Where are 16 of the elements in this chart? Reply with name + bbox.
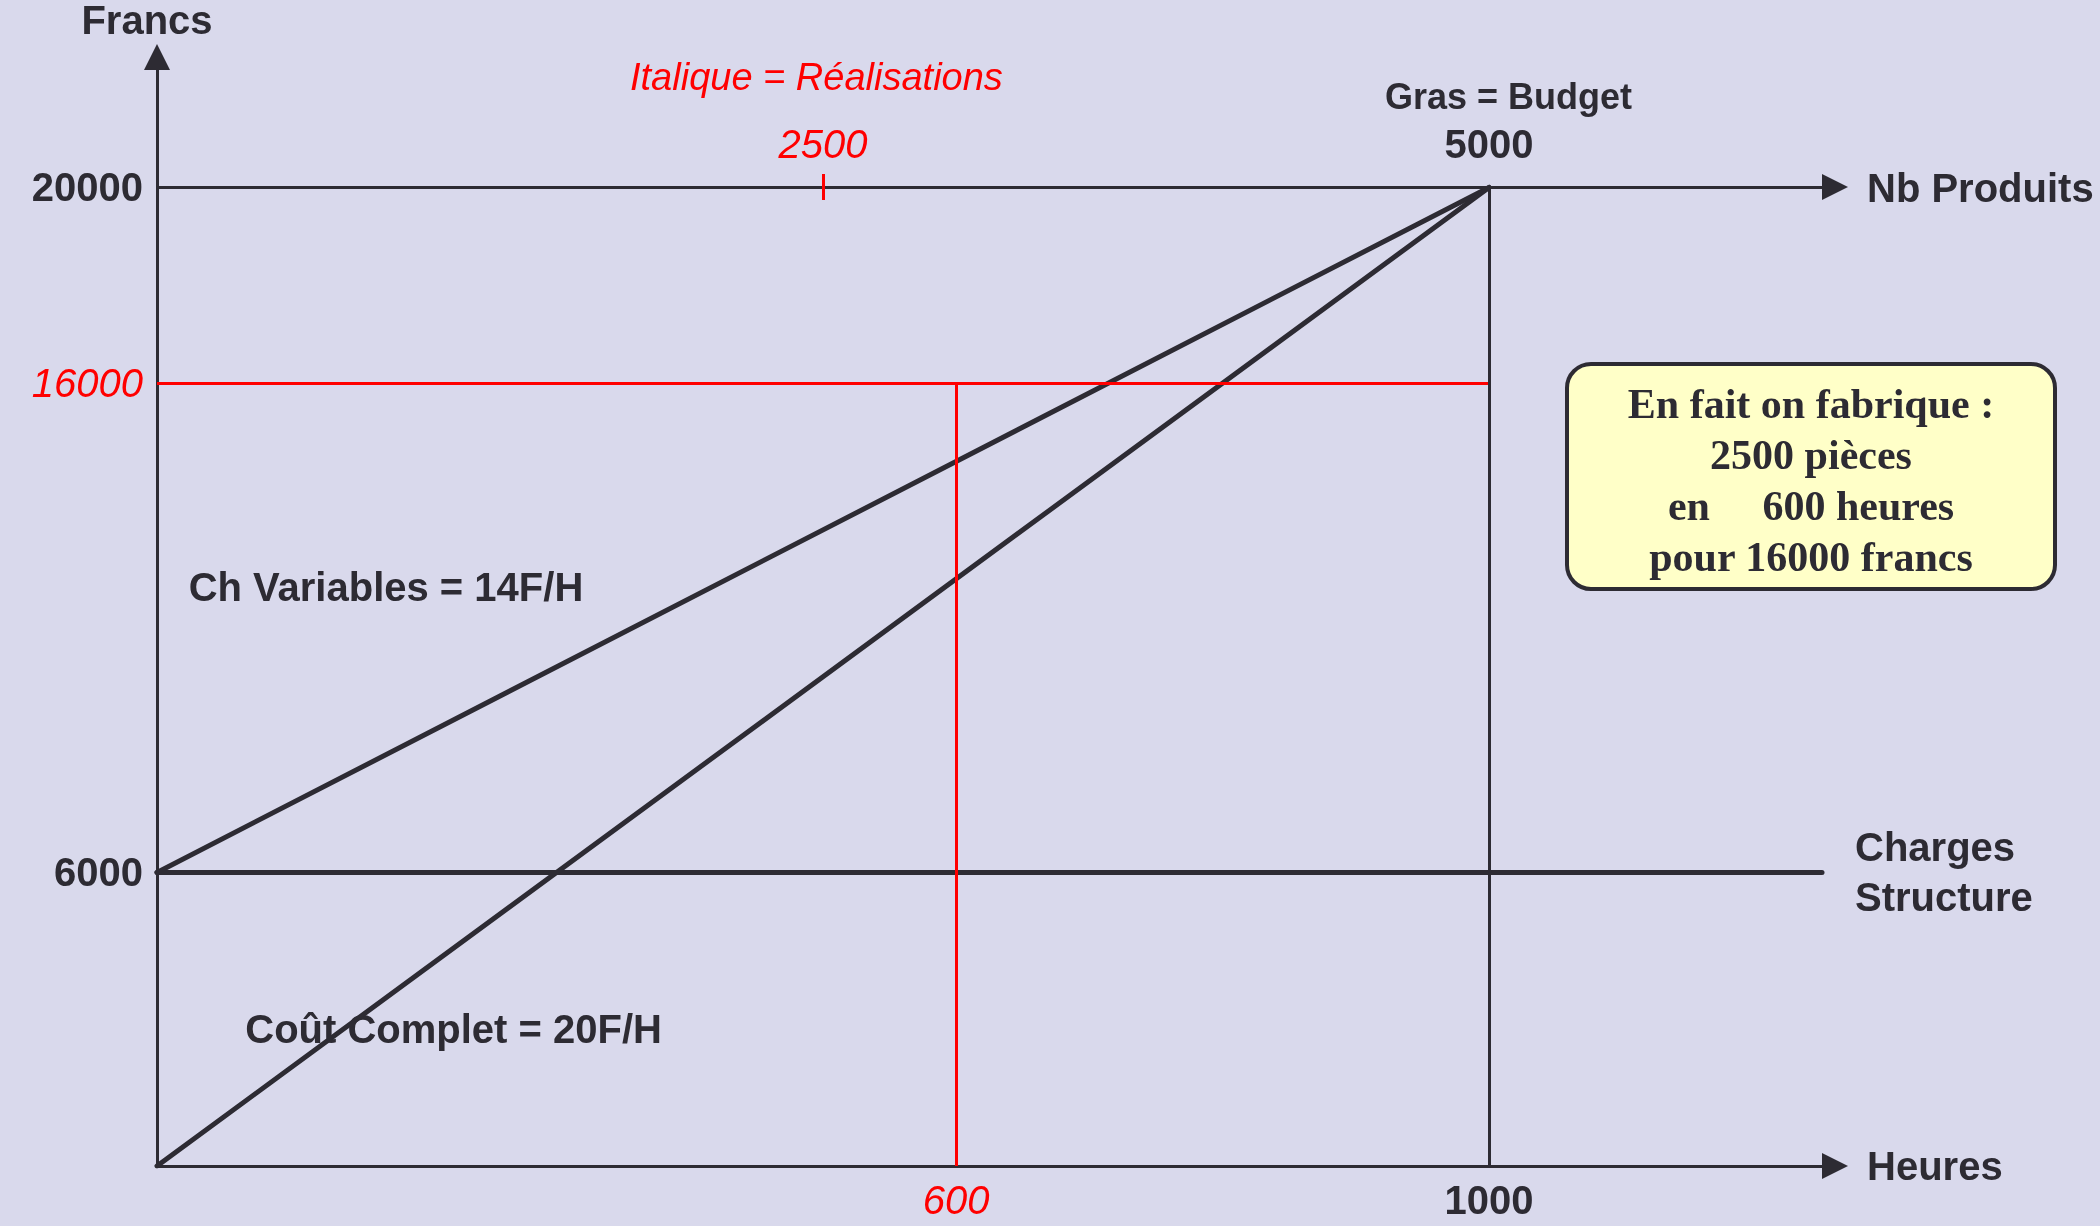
x-tick-label: 1000: [1444, 1178, 1534, 1222]
x2-tick-label: 2500: [777, 121, 868, 166]
series-label: Ch Variables = 14F/H: [188, 565, 584, 610]
annotation: Gras = Budget: [1385, 75, 1633, 117]
x2-axis-title: Nb Produits: [1867, 165, 2094, 210]
y-tick-label: 20000: [31, 165, 143, 210]
x-tick-label: 600: [922, 1178, 990, 1222]
annotation: En fait on fabrique : 2500 pièces en 600 heures pour 16000 francs: [1627, 380, 1995, 580]
y-tick-label: 16000: [31, 361, 143, 406]
x-axis-title: Heures: [1867, 1144, 2003, 1188]
y-tick-label: 6000: [54, 850, 143, 895]
series-label: Charges Structure: [1855, 825, 2033, 920]
x2-tick-label: 5000: [1444, 121, 1534, 166]
series-label: Coût Complet = 20F/H: [245, 1007, 662, 1051]
y-axis-title: Francs: [81, 0, 213, 42]
annotation: Italique = Réalisations: [630, 56, 1003, 98]
